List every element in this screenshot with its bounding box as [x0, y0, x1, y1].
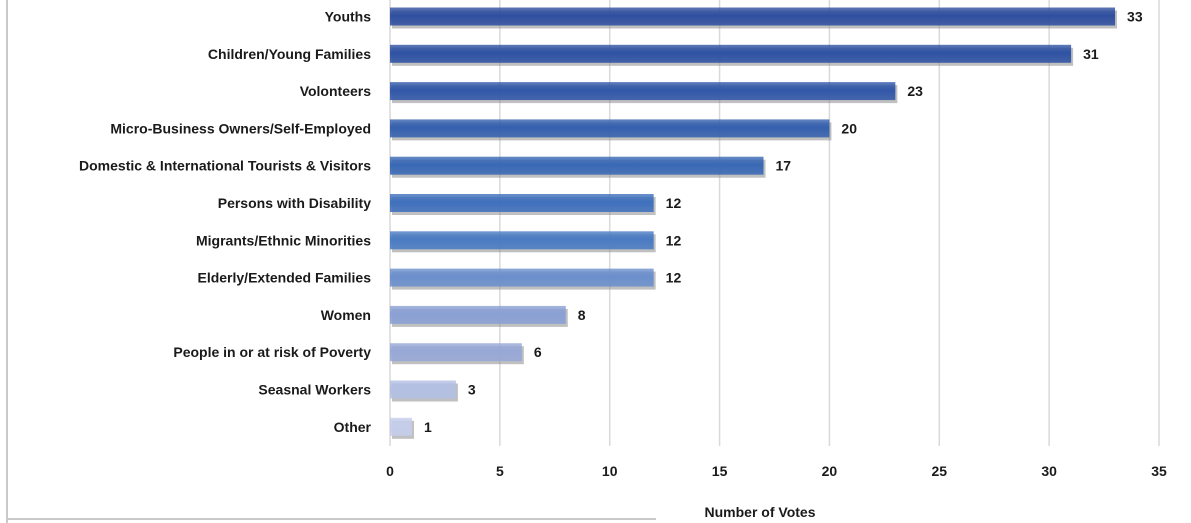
- category-label: Micro-Business Owners/Self-Employed: [110, 120, 371, 136]
- x-tick-label: 35: [1151, 463, 1167, 479]
- bar: [390, 231, 654, 250]
- data-label: 12: [666, 270, 682, 286]
- bar: [390, 194, 654, 212]
- category-label: Elderly/Extended Families: [197, 270, 371, 286]
- bars: [390, 7, 1118, 439]
- category-label: Women: [321, 307, 371, 323]
- x-tick-label: 5: [496, 463, 504, 479]
- data-label: 6: [534, 344, 542, 360]
- grid-lines: [389, 0, 1160, 446]
- category-label: People in or at risk of Poverty: [173, 344, 371, 360]
- category-label: Youths: [325, 9, 372, 25]
- data-label: 23: [907, 83, 923, 99]
- bar: [390, 305, 566, 324]
- x-tick-label: 0: [386, 463, 394, 479]
- data-label: 20: [841, 120, 857, 136]
- data-label: 8: [578, 307, 586, 323]
- category-label: Migrants/Ethnic Minorities: [196, 232, 371, 248]
- x-tick-label: 30: [1041, 463, 1057, 479]
- data-label: 17: [776, 158, 792, 174]
- data-label: 33: [1127, 9, 1143, 25]
- data-label: 1: [424, 419, 432, 435]
- category-labels: Youths Children/Young Families Volonteers M…: [79, 9, 372, 435]
- frame-left-border: [6, 0, 8, 523]
- frame-bottom-border: [6, 518, 656, 520]
- x-tick-labels: 0 5 10 15 20 25 30 35: [386, 463, 1167, 479]
- data-label: 31: [1083, 46, 1099, 62]
- bar: [390, 417, 412, 436]
- x-tick-label: 25: [931, 463, 947, 479]
- x-tick-label: 20: [822, 463, 838, 479]
- category-label: Seasnal Workers: [258, 382, 371, 398]
- category-label: Domestic & International Tourists & Visi…: [79, 158, 371, 174]
- bar: [390, 343, 522, 362]
- x-tick-label: 15: [712, 463, 728, 479]
- category-label: Other: [334, 419, 372, 435]
- category-label: Persons with Disability: [218, 195, 371, 211]
- bar: [390, 268, 654, 287]
- data-label: 12: [666, 195, 682, 211]
- bar: [390, 7, 1116, 26]
- bar: [390, 156, 764, 175]
- data-label: 12: [666, 232, 682, 248]
- category-label: Children/Young Families: [208, 46, 371, 62]
- x-axis-title: Number of Votes: [705, 504, 816, 520]
- bar: [390, 82, 896, 101]
- category-label: Volonteers: [300, 83, 372, 99]
- bar: [390, 119, 830, 138]
- bar: [390, 380, 456, 399]
- bar: [390, 44, 1072, 63]
- data-label: 3: [468, 382, 476, 398]
- x-tick-label: 10: [602, 463, 618, 479]
